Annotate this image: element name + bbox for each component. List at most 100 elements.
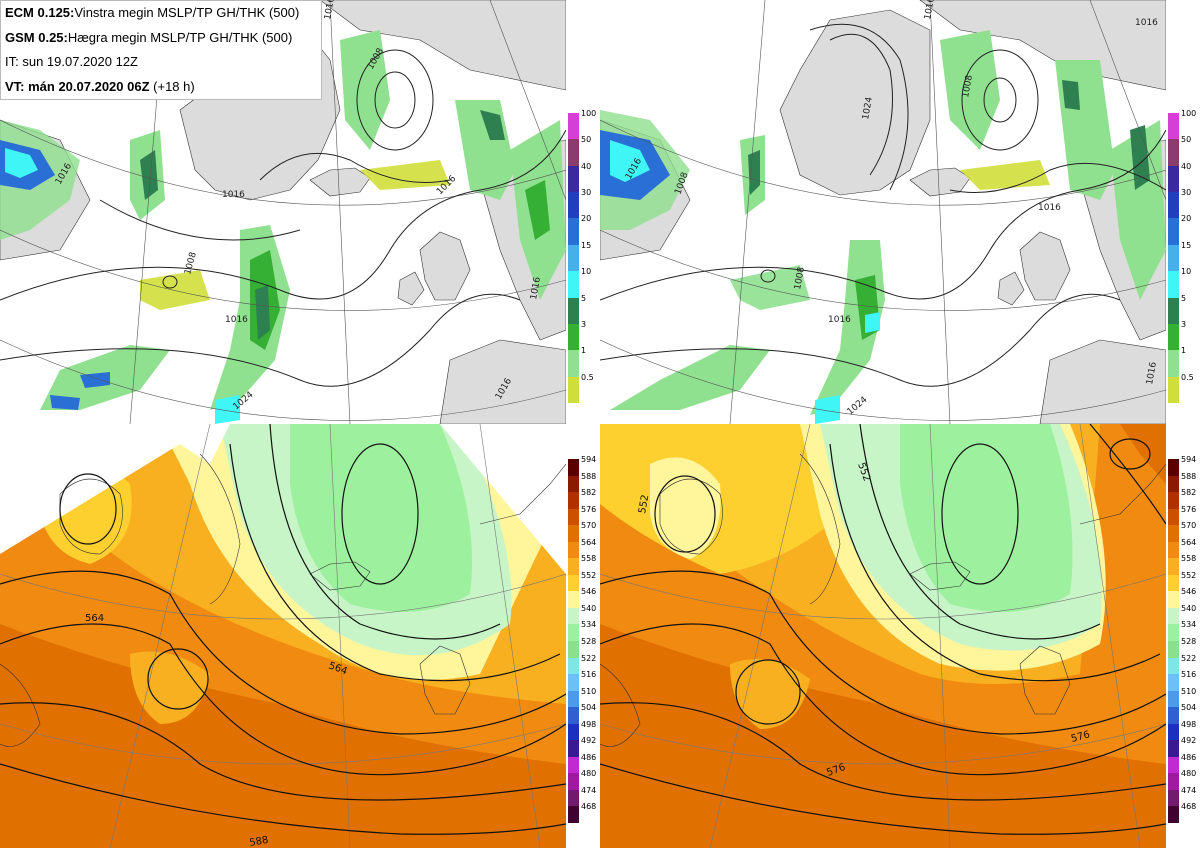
colorbar-tick-label: 564: [581, 537, 597, 547]
colorbar-tick-label: 540: [1181, 603, 1197, 613]
colorbar-tick-label: 582: [581, 488, 597, 498]
colorbar-tick-label: 504: [1181, 703, 1197, 713]
colorbar-tick-label: 588: [581, 471, 597, 481]
colorbar-cell: [568, 591, 579, 609]
info-line-valid-time: VT: mán 20.07.2020 06Z (+18 h): [5, 78, 195, 94]
colorbar-cell: [568, 756, 579, 774]
colorbar-cell: [568, 574, 579, 592]
colorbar-tick-label: 40: [581, 161, 592, 171]
colorbar-cell: [1168, 525, 1179, 543]
colorbar-cell: [568, 607, 579, 625]
colorbar-cell: [568, 690, 579, 708]
colorbar-cell: [568, 350, 579, 378]
colorbar-tick-label: 486: [581, 752, 597, 762]
colorbar-cell: [568, 376, 579, 404]
colorbar-tick-label: 540: [581, 603, 597, 613]
height-label: 564: [85, 613, 104, 624]
run-info-box: ECM 0.125:Vinstra megin MSLP/TP GH/THK (…: [0, 0, 322, 100]
colorbar-tick-label: 40: [1181, 161, 1192, 171]
colorbar-cell: [568, 773, 579, 791]
colorbar-tick-label: 522: [581, 653, 597, 663]
colorbar-tick-label: 564: [1181, 537, 1197, 547]
colorbar-tick-label: 546: [581, 587, 597, 597]
colorbar-tick-label: 100: [581, 109, 597, 118]
colorbar-cell: [1168, 607, 1179, 625]
mslp-precip-map-gsm: 1016 1008 1024 1016 1008 1016 1008 1016 …: [600, 0, 1166, 424]
precipitation-colorbar: 100 50 40 30 20 15 10 5 3 1 0.5: [1168, 109, 1198, 404]
colorbar-tick-label: 50: [1181, 135, 1192, 145]
colorbar-tick-label: 534: [1181, 620, 1197, 630]
colorbar-cell: [1168, 492, 1179, 510]
colorbar-cell: [1168, 657, 1179, 675]
colorbar-tick-label: 486: [1181, 752, 1197, 762]
isobar-label: 1008: [793, 266, 807, 291]
colorbar-cell: [1168, 641, 1179, 659]
colorbar-cell: [1168, 113, 1179, 140]
colorbar-tick-label: 498: [581, 719, 597, 729]
isobar-label: 1016: [225, 315, 248, 325]
colorbar-tick-label: 100: [1181, 109, 1197, 118]
colorbar-cell: [1168, 591, 1179, 609]
colorbar-tick-label: 20: [1181, 214, 1192, 224]
colorbar-cell: [568, 558, 579, 576]
colorbar-tick-label: 50: [581, 135, 592, 145]
isobar-label: 1016: [323, 0, 337, 21]
colorbar-tick-label: 468: [581, 802, 597, 812]
colorbar-tick-label: 474: [1181, 785, 1197, 795]
colorbar-cell: [1168, 459, 1179, 477]
colorbar-cell: [1168, 624, 1179, 642]
isobar-label: 1016: [529, 276, 543, 301]
colorbar-tick-label: 5: [581, 293, 587, 303]
colorbar-tick-label: 15: [581, 240, 592, 250]
colorbar-tick-label: 528: [581, 637, 597, 646]
colorbar-cell: [568, 657, 579, 675]
colorbar-tick-label: 552: [1181, 570, 1197, 580]
colorbar-tick-label: 594: [581, 455, 597, 464]
colorbar-tick-label: 522: [1181, 653, 1197, 663]
height-colorbar-left: 594 588 582 576 570 564 558 552 546 540 534 528 522 5…: [568, 455, 598, 824]
precipitation-colorbar-left: 100 50 40 30 20 15 10 5 3 1 0.5: [568, 109, 598, 404]
colorbar-cell: [568, 707, 579, 725]
colorbar-tick-label: 5: [1181, 293, 1187, 303]
info-line-gsm: GSM 0.25:Hægra megin MSLP/TP GH/THK (500…: [5, 29, 293, 45]
colorbar-cell: [568, 218, 579, 246]
colorbar-tick-label: 0.5: [1181, 372, 1194, 382]
isobar-label: 1016: [1135, 18, 1158, 28]
colorbar-cell: [1168, 740, 1179, 758]
colorbar-tick-label: 30: [581, 188, 592, 198]
colorbar-tick-label: 3: [581, 319, 587, 329]
colorbar-cell: [568, 192, 579, 219]
colorbar-tick-label: 510: [1181, 686, 1197, 696]
colorbar-cell: [1168, 558, 1179, 576]
colorbar-tick-label: 528: [1181, 637, 1197, 646]
colorbar-cell: [1168, 789, 1179, 807]
colorbar-tick-label: 0.5: [581, 372, 594, 382]
colorbar-tick-label: 15: [1181, 240, 1192, 250]
colorbar-cell: [1168, 192, 1179, 219]
colorbar-cell: [1168, 756, 1179, 774]
colorbar-cell: [1168, 690, 1179, 708]
colorbar-tick-label: 20: [581, 214, 592, 224]
colorbar-cell: [1168, 271, 1179, 299]
colorbar-cell: [568, 508, 579, 526]
colorbar-cell: [568, 323, 579, 351]
colorbar-cell: [568, 641, 579, 659]
colorbar-tick-label: 30: [1181, 188, 1192, 198]
geopotential-height-map-ecm: 564 564 588: [0, 424, 566, 848]
isobar-label: 1008: [961, 74, 975, 99]
colorbar-tick-label: 1: [581, 346, 587, 356]
colorbar-tick-label: 516: [581, 670, 597, 680]
isobar-label: 1016: [222, 190, 245, 200]
colorbar-tick-label: 498: [1181, 719, 1197, 729]
colorbar-cell: [568, 723, 579, 741]
colorbar-tick-label: 570: [581, 521, 597, 531]
colorbar-cell: [1168, 218, 1179, 246]
colorbar-cell: [1168, 139, 1179, 167]
colorbar-cell: [1168, 674, 1179, 692]
colorbar-cell: [1168, 244, 1179, 272]
colorbar-tick-label: 594: [1181, 455, 1197, 464]
colorbar-cell: [568, 459, 579, 477]
colorbar-tick-label: 552: [581, 570, 597, 580]
colorbar-tick-label: 570: [1181, 521, 1197, 531]
colorbar-cell: [568, 475, 579, 493]
